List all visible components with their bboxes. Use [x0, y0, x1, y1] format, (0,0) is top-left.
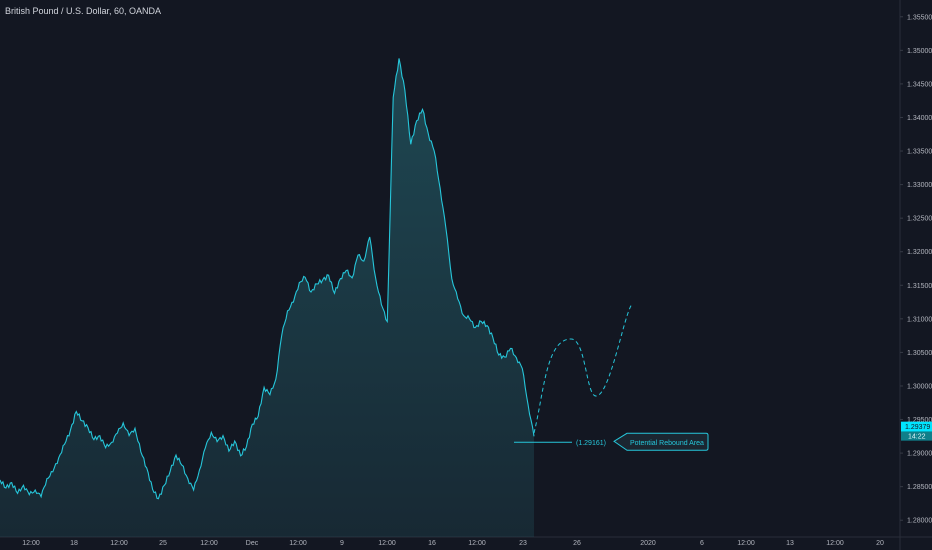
y-tick-label: 1.35000 — [907, 48, 932, 55]
callout-rebound: Potential Rebound Area — [613, 432, 709, 451]
x-tick-label: 12:00 — [378, 540, 396, 547]
y-tick-label: 1.32000 — [907, 249, 932, 256]
callout-text: Potential Rebound Area — [630, 440, 704, 447]
projection-curve — [533, 303, 633, 434]
x-tick-label: 2020 — [640, 540, 656, 547]
x-tick-label: 18 — [70, 540, 78, 547]
x-tick-label: 12:00 — [826, 540, 844, 547]
y-tick-label: 1.32500 — [907, 216, 932, 223]
y-tick-label: 1.29500 — [907, 417, 932, 424]
y-tick-label: 1.31000 — [907, 316, 932, 323]
y-tick-label: 1.30500 — [907, 350, 932, 357]
x-tick-label: 9 — [340, 540, 344, 547]
x-tick-label: 25 — [159, 540, 167, 547]
x-tick-label: 12:00 — [289, 540, 307, 547]
y-tick-label: 1.29000 — [907, 451, 932, 458]
chart-title: British Pound / U.S. Dollar, 60, OANDA — [5, 6, 162, 16]
current-price-label: 1.29379 — [905, 424, 930, 431]
x-tick-label: 16 — [428, 540, 436, 547]
x-tick-label: 26 — [573, 540, 581, 547]
y-tick-label: 1.34500 — [907, 81, 932, 88]
current-price-box — [901, 421, 932, 432]
x-tick-label: 23 — [519, 540, 527, 547]
callout-box — [613, 432, 709, 451]
x-tick-label: 13 — [786, 540, 794, 547]
x-tick-label: 12:00 — [110, 540, 128, 547]
y-tick-label: 1.31500 — [907, 283, 932, 290]
x-tick-label: 12:00 — [200, 540, 218, 547]
countdown-box — [901, 431, 932, 441]
price-area-fill — [0, 58, 534, 538]
x-tick-label: 12:00 — [737, 540, 755, 547]
y-tick-label: 1.28000 — [907, 518, 932, 525]
countdown-label: 14:22 — [908, 434, 926, 441]
price-line — [0, 58, 535, 500]
x-tick-label: 12:00 — [22, 540, 40, 547]
x-tick-label: 20 — [876, 540, 884, 547]
y-tick-label: 1.28500 — [907, 484, 932, 491]
y-tick-label: 1.30000 — [907, 383, 932, 390]
y-tick-label: 1.33000 — [907, 182, 932, 189]
y-tick-label: 1.34000 — [907, 115, 932, 122]
x-tick-label: 6 — [700, 540, 704, 547]
support-level-label: (1.29161) — [576, 440, 606, 447]
y-tick-label: 1.33500 — [907, 149, 932, 156]
y-tick-label: 1.35500 — [907, 14, 932, 21]
x-tick-label: Dec — [246, 540, 259, 547]
x-tick-label: 12:00 — [468, 540, 486, 547]
